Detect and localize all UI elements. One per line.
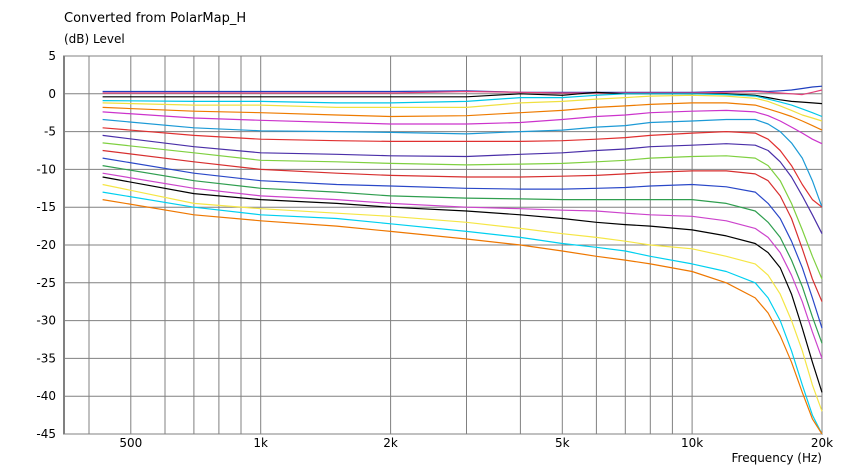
x-tick-label: 5k — [555, 436, 570, 450]
x-tick-label: 10k — [681, 436, 703, 450]
series-line-7 — [102, 109, 823, 145]
x-axis-label: Frequency (Hz) — [731, 451, 823, 465]
y-tick-label: -15 — [36, 200, 56, 214]
series-line-2 — [102, 89, 823, 96]
chart-title: Converted from PolarMap_H — [64, 11, 247, 26]
y-tick-label: -20 — [36, 238, 56, 252]
series-line-19 — [102, 199, 823, 435]
y-tick-label: -40 — [36, 389, 56, 403]
y-tick-label: 0 — [48, 87, 56, 101]
tick-labels: 5 0 -5 -10 -15 -20 -25 -30 -35 -40 -45 500 1k 2k 5k 10k… — [36, 49, 833, 450]
x-tick-label: 1k — [253, 436, 268, 450]
series-line-13 — [102, 157, 823, 329]
series-line-14 — [102, 165, 823, 344]
y-tick-label: -30 — [36, 314, 56, 328]
y-tick-label: 5 — [48, 49, 56, 63]
y-tick-label: -5 — [44, 125, 56, 139]
series-line-11 — [102, 142, 823, 280]
x-tick-label: 2k — [383, 436, 398, 450]
series-line-15 — [102, 172, 823, 359]
y-axis-label: (dB) Level — [64, 32, 125, 46]
y-tick-label: -10 — [36, 162, 56, 176]
series-line-16 — [102, 176, 823, 393]
series-line-1 — [102, 85, 823, 93]
x-tick-label: 500 — [119, 436, 142, 450]
series-line-4 — [102, 93, 823, 118]
series-lines — [102, 85, 823, 435]
x-tick-label: 20k — [811, 436, 833, 450]
series-line-6 — [102, 102, 823, 131]
y-tick-label: -25 — [36, 276, 56, 290]
series-line-17 — [102, 183, 823, 412]
y-tick-label: -45 — [36, 427, 56, 441]
y-tick-label: -35 — [36, 351, 56, 365]
series-line-10 — [102, 134, 823, 234]
series-line-5 — [102, 94, 823, 122]
series-line-18 — [102, 191, 823, 435]
series-line-9 — [102, 127, 823, 208]
series-line-12 — [102, 149, 823, 302]
series-line-8 — [102, 118, 823, 208]
